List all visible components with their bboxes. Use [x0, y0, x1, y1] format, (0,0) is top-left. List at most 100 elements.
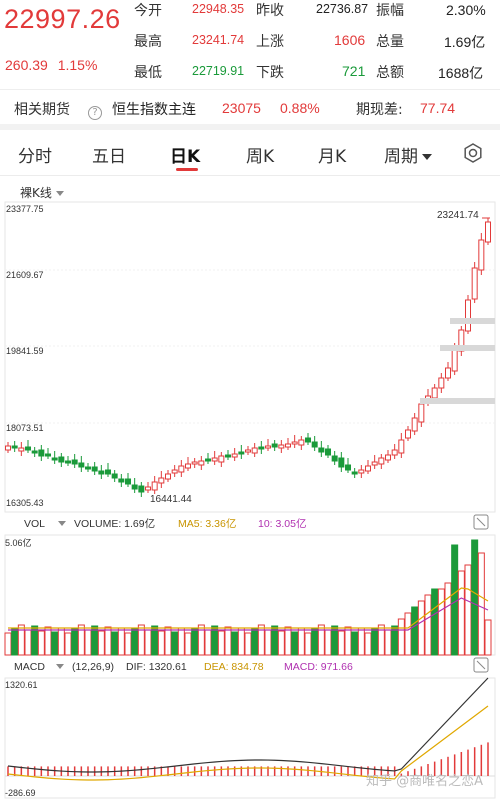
- volume-bar: [244, 632, 252, 656]
- volume-bar: [237, 627, 245, 656]
- volume-bar: [351, 631, 359, 656]
- decliners-label: 下跌: [256, 65, 284, 81]
- tab-bottom-line: [0, 175, 500, 176]
- candlestick: [91, 466, 98, 472]
- prev-close-value: 22736.87: [316, 2, 369, 16]
- volume-bar: [251, 628, 259, 656]
- candlestick: [485, 221, 491, 243]
- volume-bar: [157, 630, 165, 656]
- kline-axis-label: 23377.75: [6, 204, 44, 214]
- volume-bar: [171, 631, 179, 656]
- volume-bar: [457, 570, 465, 656]
- volume-bar: [84, 629, 92, 656]
- macd-params: (12,26,9): [72, 661, 114, 673]
- candlestick: [238, 451, 245, 455]
- change-percent: 1.15%: [57, 57, 98, 73]
- tab-period-dropdown[interactable]: 周期: [384, 142, 432, 167]
- volume-bar: [304, 632, 312, 656]
- high-value: 23241.74: [192, 33, 245, 47]
- volume-bar: [57, 627, 65, 656]
- candlestick: [318, 447, 325, 453]
- volume-bar: [417, 600, 425, 656]
- volume-bar: [431, 588, 439, 656]
- volume-bar: [331, 625, 339, 656]
- candlestick: [478, 239, 485, 271]
- current-price: 22997.26: [4, 4, 121, 34]
- period-label: 周期: [384, 147, 418, 167]
- candlestick: [205, 458, 211, 462]
- turnover-label: 总额: [376, 65, 404, 81]
- kline-axis-label: 18073.51: [6, 423, 44, 433]
- candlestick: [278, 444, 285, 449]
- gap-bar: [420, 398, 495, 404]
- candlestick: [285, 443, 291, 448]
- candlestick: [198, 460, 205, 466]
- kline-axis-label: 19841.59: [6, 346, 44, 356]
- volume-bar: [437, 588, 445, 656]
- decliners-value: 721: [342, 63, 366, 79]
- candlestick: [325, 448, 331, 456]
- chevron-down-icon[interactable]: [58, 521, 66, 526]
- change-value: 260.39: [5, 57, 48, 73]
- volume-bar: [44, 626, 52, 656]
- candlestick: [225, 454, 231, 458]
- candlestick: [211, 457, 218, 462]
- candlestick: [298, 439, 305, 446]
- gap-bar: [450, 318, 495, 324]
- candlestick: [85, 466, 91, 470]
- volume-bar: [384, 629, 392, 656]
- tab-five-day[interactable]: 五日: [92, 147, 126, 167]
- advancers-label: 上涨: [256, 34, 284, 50]
- candlestick: [451, 349, 458, 372]
- active-tab-indicator: [176, 168, 198, 171]
- volume-bar: [364, 632, 372, 656]
- volume-bar: [404, 612, 412, 656]
- volume-bar: [11, 628, 19, 656]
- chevron-down-icon: [55, 191, 64, 196]
- candlestick: [45, 453, 51, 457]
- volume-bar: [357, 627, 365, 656]
- expand-icon[interactable]: [473, 657, 489, 673]
- quote-row-3: 最低 22719.91 下跌 721 总额 1688亿: [0, 62, 500, 84]
- candlestick: [311, 441, 318, 448]
- volume-bar: [111, 631, 119, 656]
- related-futures-row[interactable]: 相关期货 ? 恒生指数主连 23075 0.88% 期现差: 77.74: [14, 100, 456, 120]
- volume-bar: [91, 625, 99, 656]
- chevron-down-icon[interactable]: [56, 664, 64, 669]
- tab-intraday[interactable]: 分时: [18, 147, 52, 167]
- volume-bar: [411, 606, 419, 656]
- tab-daily-k[interactable]: 日K: [170, 147, 201, 167]
- candlestick: [165, 473, 171, 480]
- volume-bar: [31, 625, 39, 656]
- candlestick: [151, 481, 158, 491]
- high-label: 最高: [134, 34, 162, 50]
- amplitude-label: 振幅: [376, 3, 404, 19]
- settings-icon[interactable]: [462, 142, 484, 164]
- volume-bar: [97, 630, 105, 656]
- candlestick: [431, 387, 438, 399]
- volume-bar: [397, 618, 405, 656]
- kline-type-dropdown[interactable]: 裸K线: [20, 184, 64, 201]
- volume-bar: [464, 564, 472, 656]
- volume-bar: [257, 624, 265, 656]
- volume-bar: [484, 619, 492, 656]
- candlestick: [265, 445, 271, 449]
- vol-volume: VOLUME: 1.69亿: [74, 517, 155, 530]
- kline-panel-border: [4, 201, 496, 513]
- candlestick: [258, 446, 265, 450]
- vol-title: VOL: [24, 518, 45, 530]
- candlestick: [271, 443, 278, 448]
- header-separator: [0, 89, 500, 90]
- candlestick: [365, 465, 371, 472]
- expand-icon[interactable]: [473, 514, 489, 530]
- tab-weekly-k[interactable]: 周K: [246, 147, 275, 167]
- turnover-value: 1688亿: [438, 65, 484, 81]
- tab-monthly-k[interactable]: 月K: [318, 147, 347, 167]
- volume-bar: [371, 628, 379, 656]
- volume-bar: [204, 629, 212, 656]
- futures-price: 23075: [222, 100, 261, 116]
- kline-type-label: 裸K线: [20, 186, 52, 200]
- candlestick: [191, 461, 198, 465]
